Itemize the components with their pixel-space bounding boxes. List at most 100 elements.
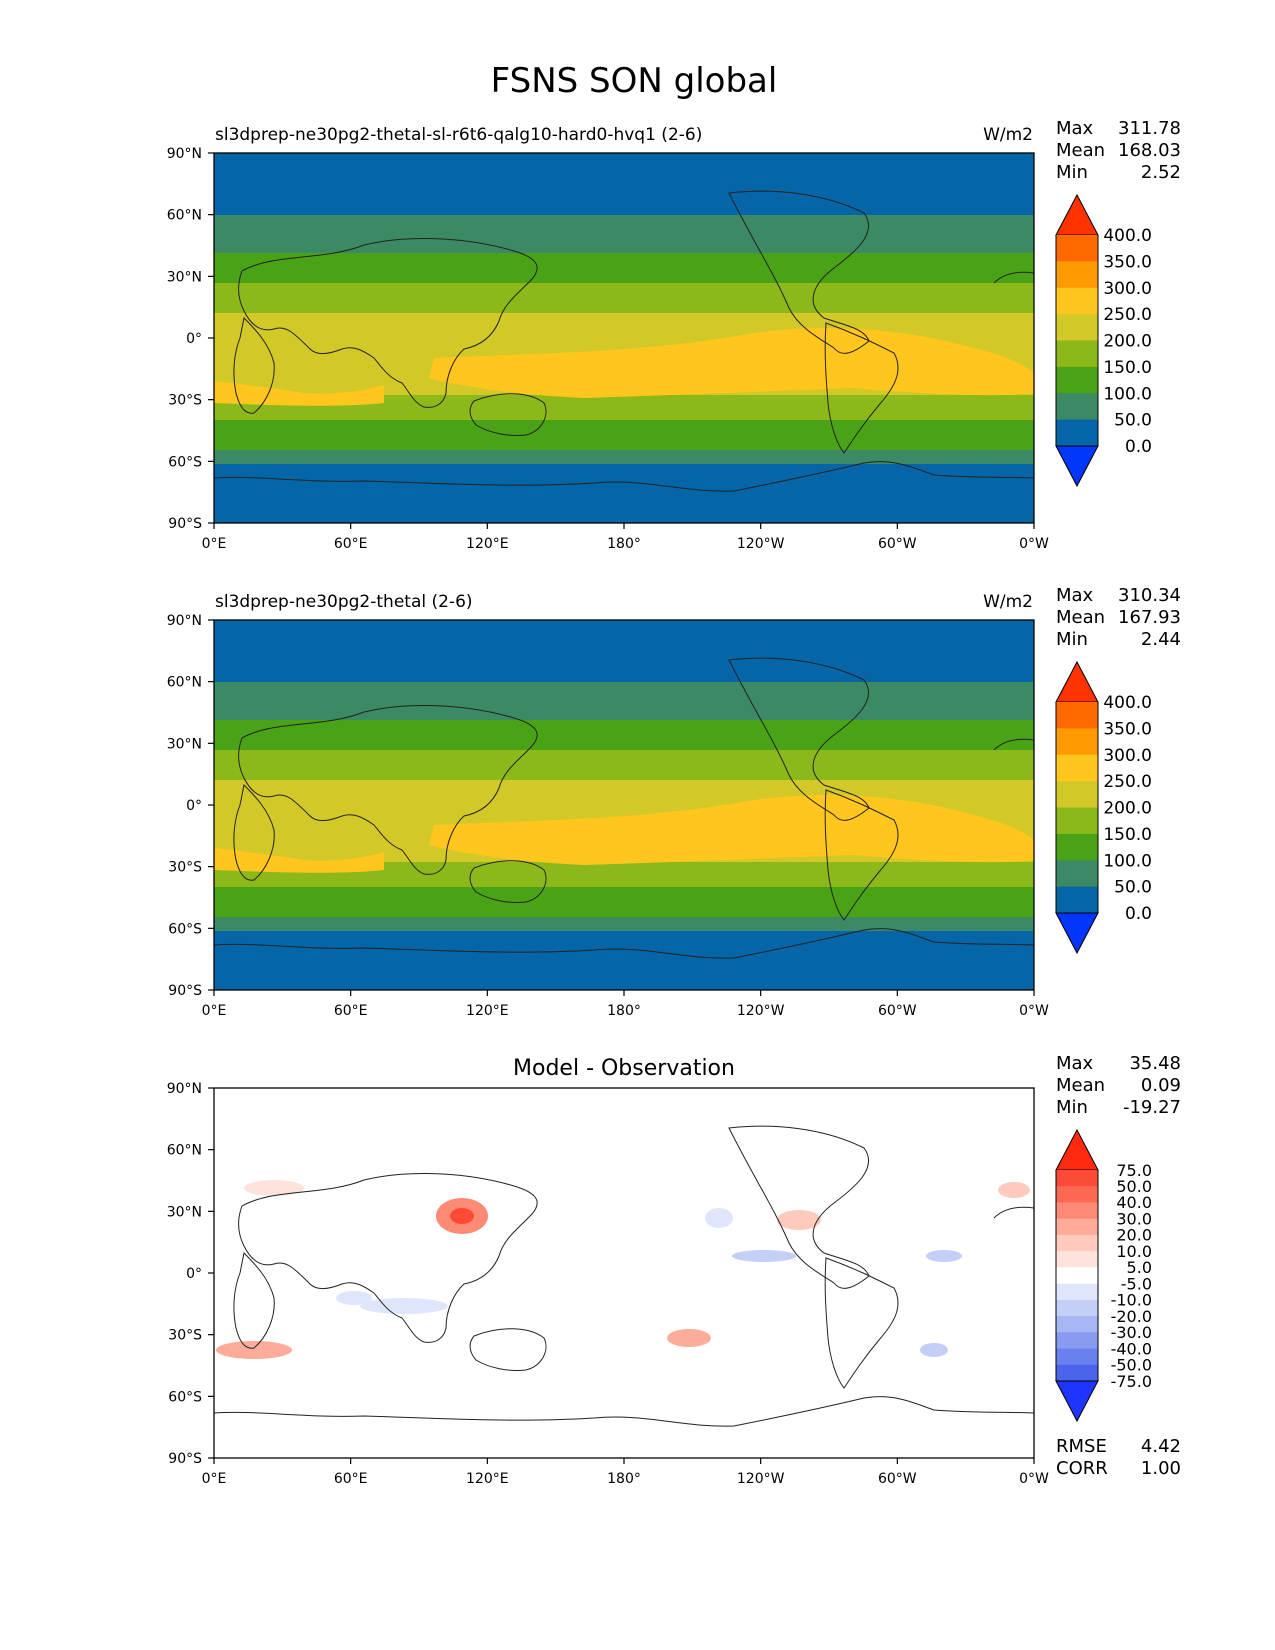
band-subpolar-north	[214, 215, 1034, 253]
band-temperate-north	[214, 750, 1034, 780]
colorbar-level-label: 100.0	[1103, 384, 1152, 404]
colorbar-level-label: 30.0	[1116, 1209, 1152, 1228]
warm-pool	[429, 795, 1034, 865]
colorbar-outline	[1055, 702, 1099, 913]
colorbar-level-label: 100.0	[1103, 851, 1152, 871]
colorbar-segment	[1056, 1186, 1098, 1203]
anomaly-negative	[920, 1343, 948, 1357]
y-tick-label: 0°	[186, 331, 202, 347]
stat-min-label: Min	[1056, 629, 1088, 650]
x-tick-label: 180°	[607, 1471, 641, 1487]
x-tick-label: 180°	[607, 1003, 641, 1019]
x-tick-label: 0°E	[202, 1003, 227, 1019]
x-tick-label: 60°E	[334, 1003, 368, 1019]
y-tick-label: 30°S	[168, 860, 202, 876]
stat-min-value: 2.44	[1141, 629, 1181, 650]
figure-title: FSNS SON global	[491, 61, 778, 101]
colorbar-segment	[1056, 287, 1098, 315]
x-tick-label: 60°E	[334, 536, 368, 552]
y-axis: 90°N 60°N 30°N 0° 30°S 60°S 90°S	[167, 1081, 214, 1467]
panel-units: W/m2	[983, 125, 1033, 145]
panel-title-left: sl3dprep-ne30pg2-thetal (2-6)	[215, 592, 473, 612]
stat-mean-label: Mean	[1056, 140, 1105, 161]
y-tick-label: 0°	[186, 798, 202, 814]
colorbar-level-label: 400.0	[1103, 226, 1152, 246]
colorbar-extend-max	[1055, 1128, 1099, 1171]
colorbar-segment	[1056, 886, 1098, 914]
colorbar-level-label: -20.0	[1111, 1307, 1152, 1326]
band-polar-north	[214, 153, 1034, 215]
colorbar: 75.050.040.030.020.010.05.0-5.0-10.0-20.…	[1055, 1128, 1152, 1423]
panel-diff: Model - Observation Max 35.48 Mean 0.09 …	[167, 1053, 1181, 1487]
y-tick-label: 30°S	[168, 1328, 202, 1344]
colorbar-segment	[1056, 1218, 1098, 1236]
rmse-value: 4.42	[1141, 1436, 1181, 1457]
y-tick-label: 60°N	[167, 208, 202, 224]
stat-max-label: Max	[1056, 118, 1094, 139]
band-midlat-north	[214, 720, 1034, 750]
colorbar-outline	[1055, 235, 1099, 446]
colorbar-level-label: 350.0	[1103, 252, 1152, 272]
anomaly-positive	[998, 1182, 1030, 1198]
band-polar-south	[214, 931, 1034, 990]
colorbar-segment	[1056, 1170, 1098, 1187]
warm-band-atlantic	[214, 381, 384, 406]
rmse-label: RMSE	[1056, 1436, 1107, 1457]
y-tick-label: 30°N	[167, 1204, 202, 1220]
band-subpolar-north	[214, 682, 1034, 720]
y-tick-label: 30°N	[167, 269, 202, 285]
colorbar-level-label: -30.0	[1111, 1323, 1152, 1342]
colorbar-level-label: -75.0	[1111, 1372, 1152, 1391]
anomaly-negative	[705, 1208, 733, 1228]
colorbar-extend-max	[1055, 660, 1099, 703]
y-axis: 90°N 60°N 30°N 0° 30°S 60°S 90°S	[167, 146, 214, 532]
metrics-block: RMSE 4.42 CORR 1.00	[1056, 1436, 1181, 1479]
x-axis: 0°E 60°E 120°E 180° 120°W 60°W 0°W	[202, 523, 1049, 552]
colorbar: 400.0 350.0 300.0 250.0 200.0 150.0 100.0 50.0 0…	[1055, 193, 1152, 488]
colorbar-segment	[1056, 1283, 1098, 1301]
x-tick-label: 120°E	[466, 536, 509, 552]
anomaly-positive	[216, 1341, 292, 1359]
stat-max-value: 35.48	[1129, 1053, 1181, 1074]
panel-title-left: sl3dprep-ne30pg2-thetal-sl-r6t6-qalg10-h…	[215, 125, 702, 145]
colorbar-segment	[1056, 261, 1098, 289]
stats-block: Max 310.34 Mean 167.93 Min 2.44	[1056, 585, 1181, 650]
colorbar-level-label: -40.0	[1111, 1339, 1152, 1358]
colorbar-segment	[1056, 419, 1098, 447]
difference-anomalies	[216, 1180, 1030, 1359]
map-plot: 90°N 60°N 30°N 0° 30°S 60°S 90°S 0°E 60°E 120°E 1…	[167, 613, 1049, 1019]
x-tick-label: 0°W	[1019, 1471, 1049, 1487]
x-axis: 0°E 60°E 120°E 180° 120°W 60°W 0°W	[202, 1458, 1049, 1487]
x-tick-label: 0°W	[1019, 1003, 1049, 1019]
stats-block: Max 35.48 Mean 0.09 Min -19.27	[1056, 1053, 1181, 1118]
colorbar-segment	[1056, 754, 1098, 782]
colorbar-level-label: 10.0	[1116, 1242, 1152, 1261]
band-polar-north	[214, 620, 1034, 682]
colorbar-level-label: 250.0	[1103, 305, 1152, 325]
stat-max-label: Max	[1056, 585, 1094, 606]
colorbar-segment	[1056, 1267, 1098, 1285]
stat-mean-label: Mean	[1056, 607, 1105, 628]
colorbar-level-label: 150.0	[1103, 825, 1152, 845]
stat-mean-label: Mean	[1056, 1075, 1105, 1096]
band-subpolar-south	[214, 450, 1034, 464]
stat-mean-value: 168.03	[1118, 140, 1181, 161]
colorbar-level-label: -5.0	[1121, 1274, 1152, 1293]
y-tick-label: 60°S	[168, 921, 202, 937]
colorbar-level-label: 75.0	[1116, 1161, 1152, 1180]
colorbar-segment	[1056, 393, 1098, 421]
colorbar-level-label: -50.0	[1111, 1356, 1152, 1375]
anomaly-positive	[450, 1208, 474, 1224]
colorbar-segment	[1056, 1251, 1098, 1268]
y-tick-label: 60°N	[167, 1143, 202, 1159]
colorbar-segment	[1056, 366, 1098, 394]
band-temperate-north	[214, 283, 1034, 313]
panel-units: W/m2	[983, 592, 1033, 612]
y-tick-label: 60°N	[167, 675, 202, 691]
colorbar-level-label: 20.0	[1116, 1226, 1152, 1245]
stat-min-value: 2.52	[1141, 162, 1181, 183]
colorbar-segment	[1056, 781, 1098, 808]
coastlines	[214, 657, 1034, 959]
colorbar-segment	[1056, 1364, 1098, 1382]
